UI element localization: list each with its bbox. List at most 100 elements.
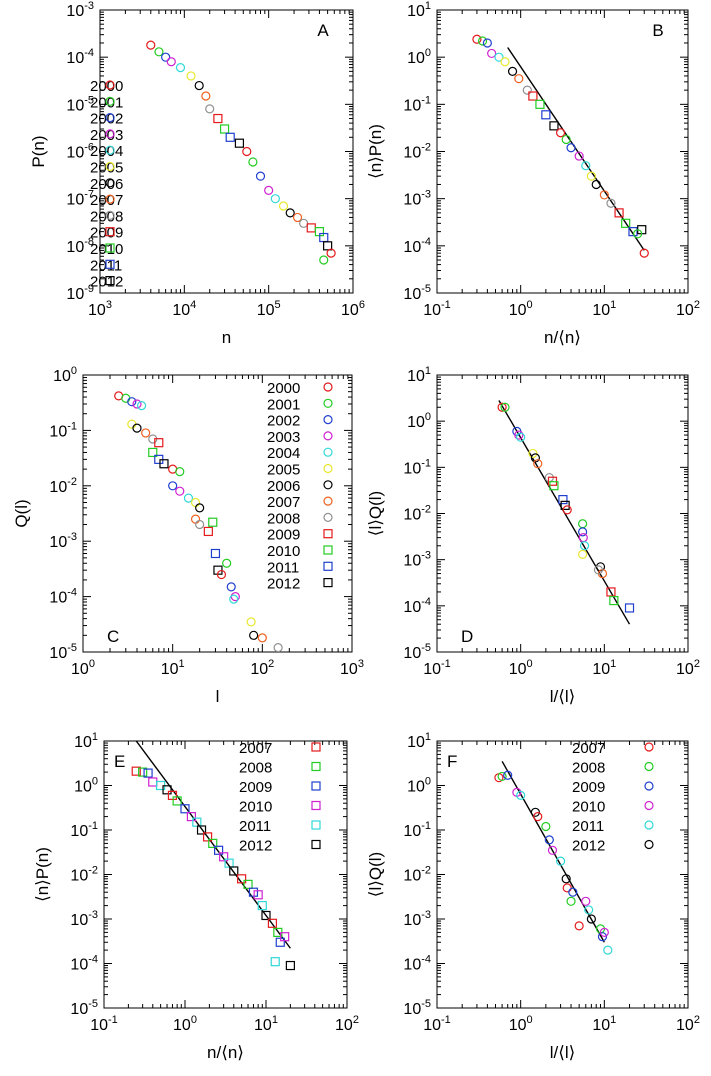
x-tick-label: 101	[254, 1014, 278, 1034]
x-tick-label: 100	[509, 1014, 533, 1034]
data-point	[196, 825, 207, 835]
legend-marker	[323, 561, 333, 571]
y-tick-label: 10-6	[66, 142, 94, 162]
data-point	[561, 874, 571, 884]
data-point	[192, 817, 202, 827]
x-axis-label: n/⟨n⟩	[544, 328, 581, 347]
data-point	[581, 896, 591, 906]
panel-f: 10-1 100 101 102 10-5 10-4 10-3 10-2 10-1 100 101 l…	[366, 731, 700, 1062]
data-point	[494, 52, 504, 62]
legend-marker	[644, 820, 654, 830]
y-tick-label: 10-4	[70, 954, 98, 974]
legend-marker	[311, 761, 321, 772]
legend-label: 2005	[267, 462, 300, 479]
y-tick-label: 10-3	[66, 0, 94, 20]
legend-label: 2009	[239, 779, 272, 796]
data-point	[172, 796, 182, 806]
y-tick-label: 10-5	[403, 283, 431, 303]
data-point	[270, 194, 280, 204]
data-layer	[497, 400, 635, 625]
data-point	[574, 151, 584, 161]
data-point	[132, 399, 142, 409]
x-axis-label: l/⟨l⟩	[550, 687, 576, 706]
x-axis-label: n	[222, 328, 231, 347]
data-point	[299, 218, 309, 228]
data-point	[161, 52, 171, 62]
data-point	[167, 790, 178, 800]
data-point	[148, 447, 158, 458]
data-point	[180, 804, 190, 814]
data-point	[264, 185, 274, 195]
legend-label: 2008	[572, 760, 605, 777]
data-point	[586, 914, 596, 924]
panel-e: 10-1 100 101 102 10-5 10-4 10-3 10-2 10-1 100 101 n…	[33, 731, 359, 1062]
data-point	[568, 887, 578, 897]
data-point	[138, 767, 148, 777]
y-axis-label: P(n)	[29, 135, 48, 167]
data-point	[257, 633, 267, 643]
data-point	[319, 255, 329, 265]
x-tick-label: 105	[257, 299, 281, 319]
data-layer	[131, 741, 295, 971]
data-point	[549, 481, 559, 491]
data-point	[482, 38, 492, 48]
data-point	[599, 190, 609, 200]
legend-label: 2011	[572, 818, 604, 835]
legend-marker	[311, 800, 321, 811]
legend-marker	[644, 742, 654, 752]
legend-marker	[323, 480, 333, 490]
y-axis-label: ⟨n⟩P(n)	[33, 847, 52, 902]
data-point	[578, 527, 588, 537]
x-tick-label: 102	[335, 1014, 359, 1034]
legend-marker	[323, 431, 333, 441]
x-tick-label: 10-1	[423, 299, 451, 319]
x-tick-label: 100	[509, 658, 533, 678]
data-point	[278, 201, 289, 211]
data-point	[132, 423, 142, 433]
x-tick-label: 104	[172, 299, 196, 319]
data-point	[614, 208, 624, 218]
legend-marker	[105, 243, 115, 253]
y-tick-label: 10-3	[403, 550, 431, 570]
legend-marker	[323, 447, 333, 457]
data-point	[584, 905, 594, 915]
y-tick-label: 10-3	[403, 909, 431, 929]
data-point	[560, 500, 570, 510]
plot-frame	[436, 374, 689, 653]
data-point	[219, 852, 229, 862]
data-point	[242, 146, 252, 157]
data-point	[136, 401, 147, 411]
data-point	[597, 932, 608, 942]
data-point	[285, 960, 295, 971]
data-point	[175, 467, 185, 477]
data-point	[624, 603, 635, 613]
legend-label: 2008	[239, 760, 272, 777]
data-point	[195, 503, 205, 513]
panel-letter: C	[107, 627, 119, 646]
y-tick-label: 10-2	[403, 865, 431, 885]
legend-label: 2012	[90, 274, 123, 291]
data-point	[267, 918, 278, 928]
data-point	[533, 812, 543, 822]
data-point	[273, 643, 283, 652]
y-tick-label: 100	[53, 365, 77, 385]
panel-letter: A	[317, 21, 329, 40]
legend-label: 2009	[90, 225, 123, 242]
x-tick-label: 106	[341, 299, 365, 319]
legend-marker	[105, 96, 115, 106]
legend-label: 2010	[90, 241, 123, 258]
y-tick-label: 10-3	[403, 189, 431, 209]
data-point	[175, 63, 186, 73]
panel-b: 10-1 100 101 102 10-5 10-4 10-3 10-2 10-1 100 101 n…	[366, 0, 700, 347]
x-tick-label: 102	[676, 658, 700, 678]
y-tick-label: 101	[407, 365, 431, 385]
data-point	[246, 617, 256, 627]
data-point	[214, 845, 224, 855]
legend-marker	[311, 820, 321, 830]
legend-label: 2012	[239, 838, 272, 855]
data-point	[562, 505, 572, 515]
legend-marker	[644, 761, 654, 772]
data-point	[633, 229, 643, 239]
legend-marker	[323, 545, 333, 555]
legend-marker	[105, 80, 115, 90]
